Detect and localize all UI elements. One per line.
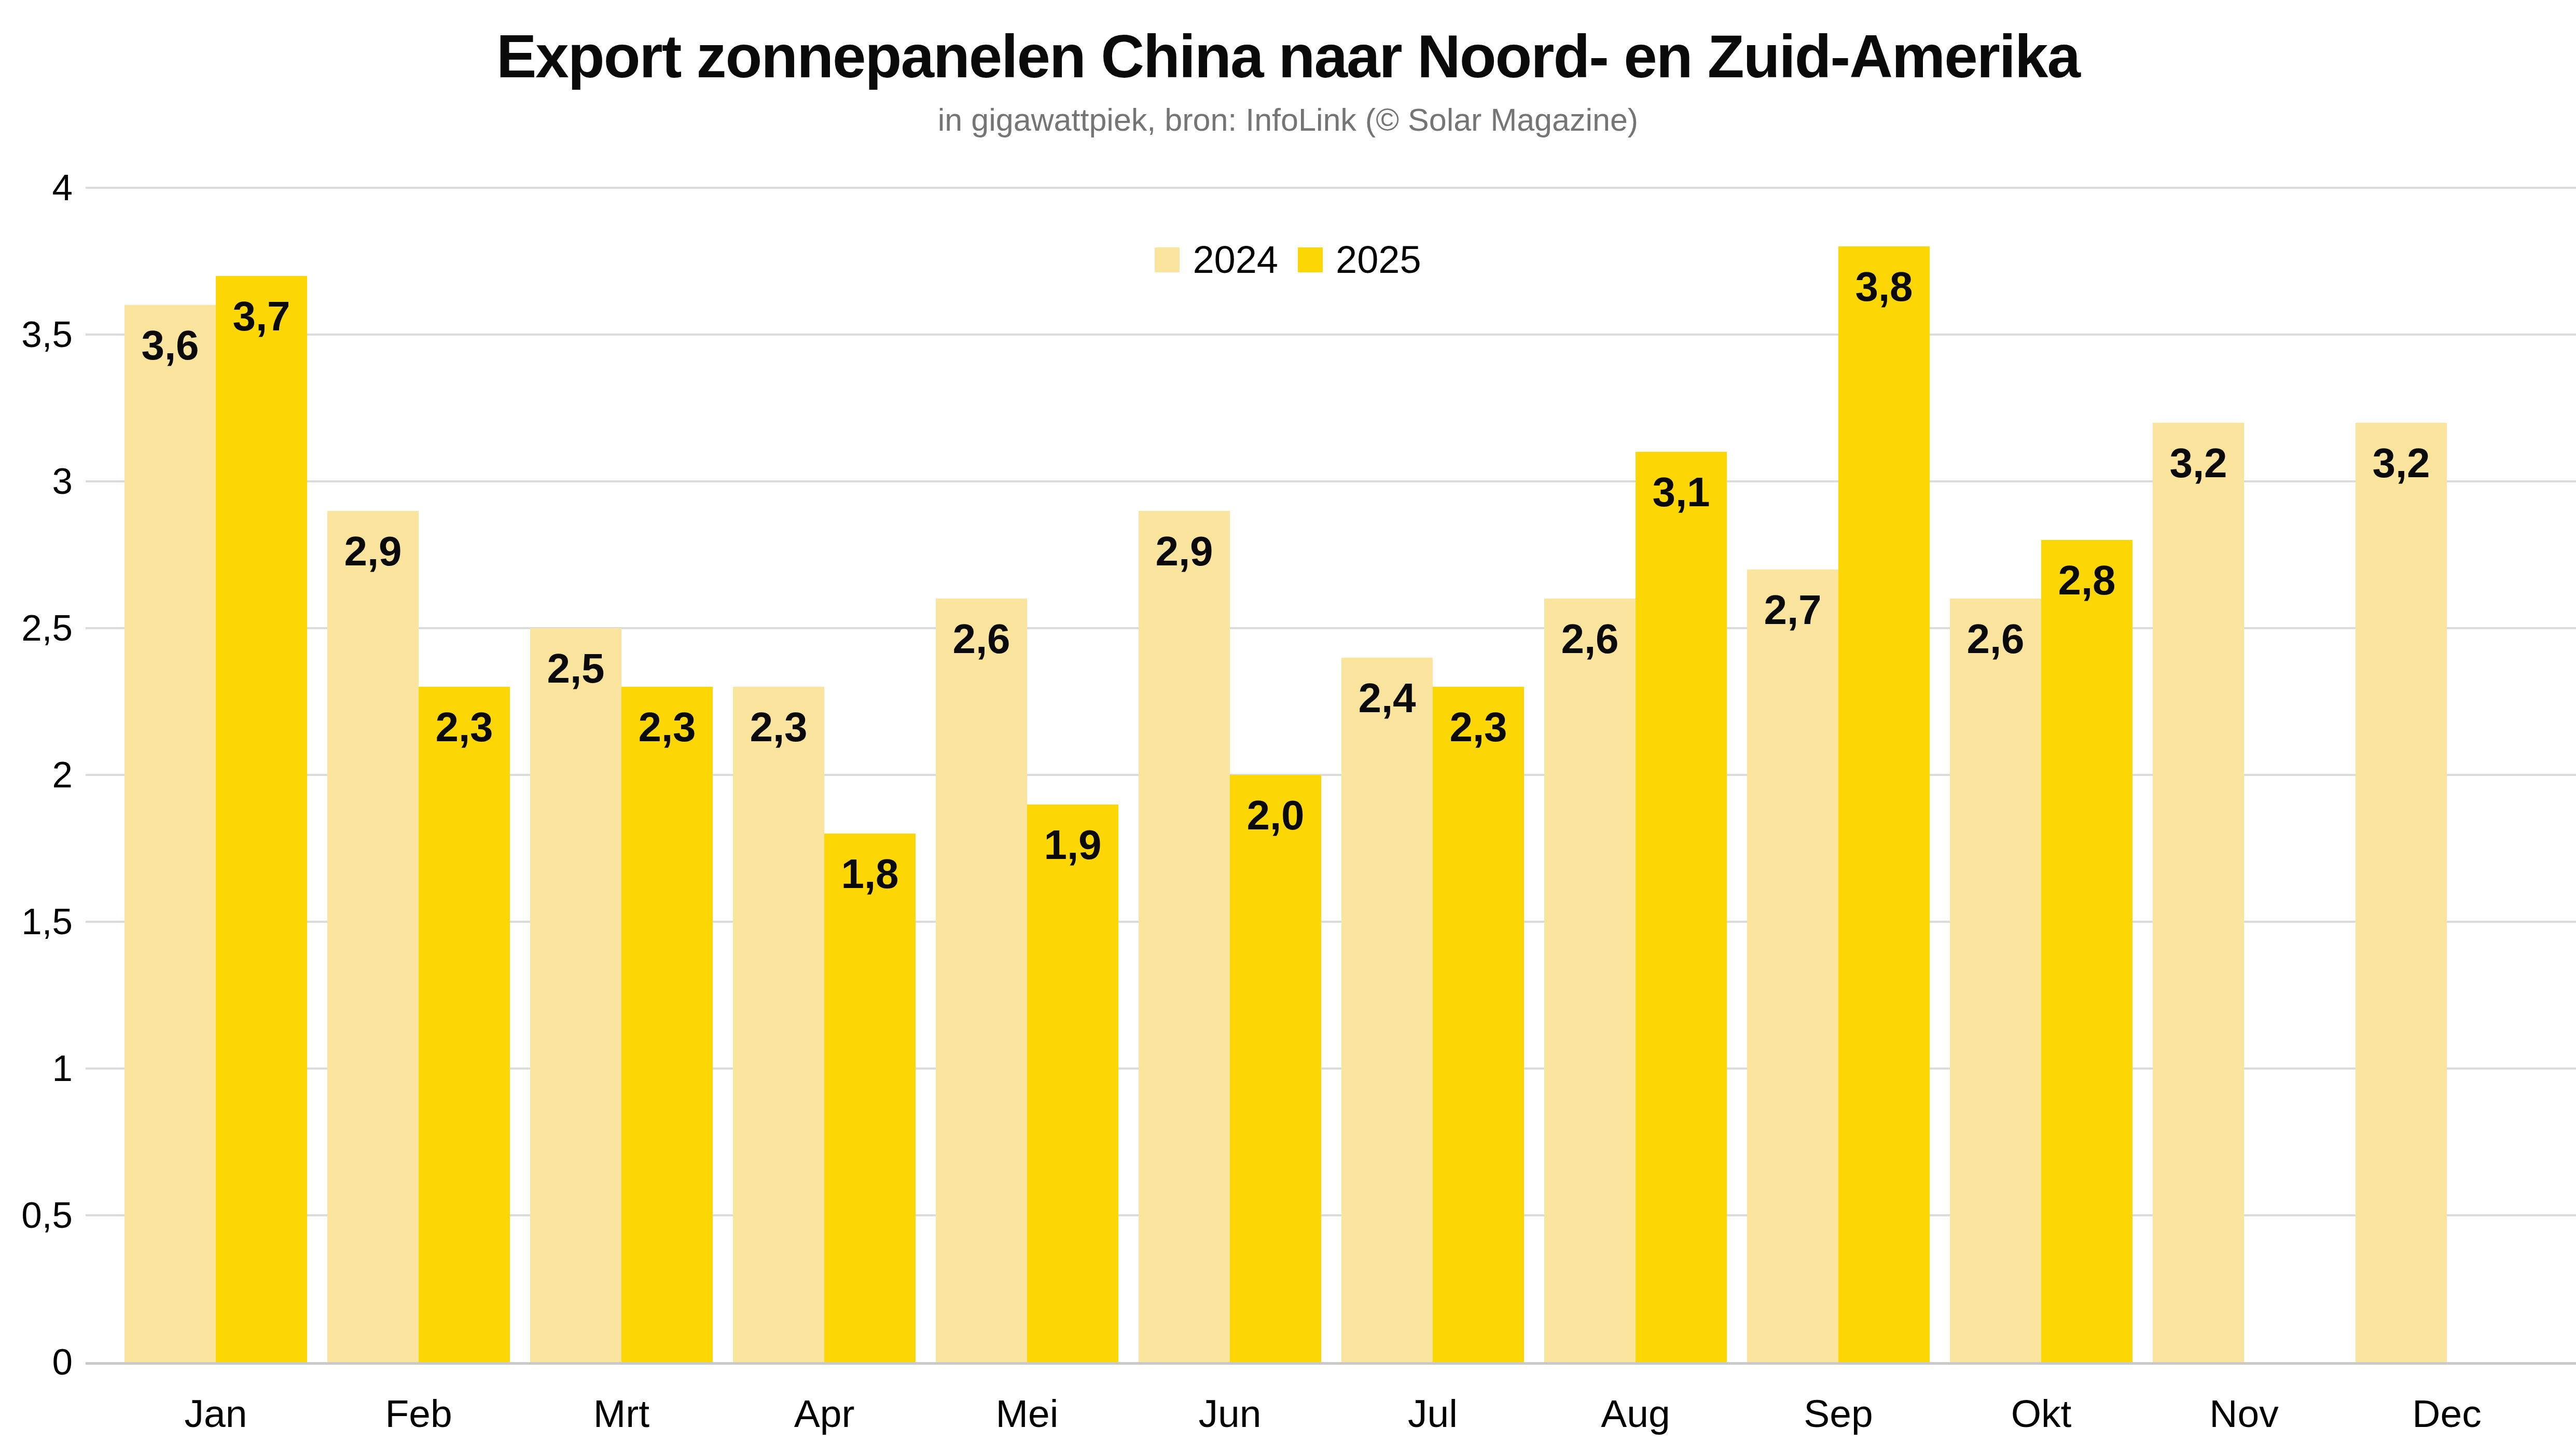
x-tick-label-mei: Mei xyxy=(936,1391,1118,1436)
bar-2025-jul: 2,3 xyxy=(1433,687,1524,1362)
bar-2025-feb: 2,3 xyxy=(419,687,510,1362)
x-tick-label-okt: Okt xyxy=(1950,1391,2132,1436)
y-tick-label: 2,5 xyxy=(0,609,73,647)
legend-swatch-2025-icon xyxy=(1298,247,1323,272)
bar-value-label: 3,8 xyxy=(1838,263,1930,311)
y-tick-label: 0 xyxy=(0,1343,73,1381)
bar-value-label: 2,3 xyxy=(1433,703,1524,751)
bar-2024-mrt: 2,5 xyxy=(530,628,621,1362)
chart-subtitle: in gigawattpiek, bron: InfoLink (© Solar… xyxy=(0,102,2576,138)
bar-2024-jan: 3,6 xyxy=(124,305,216,1362)
bar-value-label: 2,4 xyxy=(1341,674,1433,722)
y-tick-label: 3 xyxy=(0,463,73,500)
bar-2024-feb: 2,9 xyxy=(327,511,419,1362)
bar-value-label: 2,3 xyxy=(621,703,713,751)
x-axis-line xyxy=(86,1362,2576,1365)
x-tick-label-apr: Apr xyxy=(733,1391,916,1436)
bar-value-label: 2,3 xyxy=(733,703,824,751)
bar-value-label: 2,0 xyxy=(1230,792,1321,839)
legend-item-2025: 2025 xyxy=(1298,238,1421,282)
bar-value-label: 1,9 xyxy=(1027,821,1118,869)
bar-value-label: 1,8 xyxy=(824,850,916,898)
bar-2024-sep: 2,7 xyxy=(1747,570,1838,1362)
bar-2025-jan: 3,7 xyxy=(216,276,307,1362)
y-tick-label: 4 xyxy=(0,169,73,206)
bar-2024-jul: 2,4 xyxy=(1341,658,1433,1362)
y-tick-label: 2 xyxy=(0,756,73,794)
x-tick-label-feb: Feb xyxy=(327,1391,510,1436)
bar-2025-mrt: 2,3 xyxy=(621,687,713,1362)
legend-item-2024: 2024 xyxy=(1155,238,1278,282)
x-tick-label-nov: Nov xyxy=(2153,1391,2335,1436)
y-tick-label: 1 xyxy=(0,1050,73,1087)
y-tick-label: 0,5 xyxy=(0,1197,73,1234)
bar-2025-apr: 1,8 xyxy=(824,834,916,1362)
bar-value-label: 3,2 xyxy=(2356,439,2447,487)
bar-2024-aug: 2,6 xyxy=(1544,599,1636,1362)
bar-value-label: 2,8 xyxy=(2041,557,2132,604)
y-tick-label: 3,5 xyxy=(0,316,73,353)
bar-2025-sep: 3,8 xyxy=(1838,246,1930,1362)
bar-2025-okt: 2,8 xyxy=(2041,540,2132,1362)
chart-title: Export zonnepanelen China naar Noord- en… xyxy=(0,22,2576,91)
bar-2024-nov: 3,2 xyxy=(2153,423,2244,1362)
bar-value-label: 2,3 xyxy=(419,703,510,751)
x-tick-label-aug: Aug xyxy=(1544,1391,1727,1436)
x-tick-label-mrt: Mrt xyxy=(530,1391,713,1436)
bar-2025-aug: 3,1 xyxy=(1636,452,1727,1362)
legend-label-2024: 2024 xyxy=(1193,238,1278,282)
bar-value-label: 2,6 xyxy=(1544,615,1636,663)
bar-value-label: 2,7 xyxy=(1747,586,1838,634)
bar-value-label: 2,6 xyxy=(936,615,1027,663)
bar-value-label: 3,2 xyxy=(2153,439,2244,487)
bar-value-label: 2,9 xyxy=(327,528,419,575)
x-tick-label-jul: Jul xyxy=(1341,1391,1524,1436)
bar-2025-jun: 2,0 xyxy=(1230,775,1321,1362)
legend-swatch-2024-icon xyxy=(1155,247,1180,272)
chart-legend: 2024 2025 xyxy=(0,238,2576,282)
x-tick-label-dec: Dec xyxy=(2356,1391,2538,1436)
bar-value-label: 2,5 xyxy=(530,645,621,692)
chart-canvas: Export zonnepanelen China naar Noord- en… xyxy=(0,0,2576,1456)
bar-2025-mei: 1,9 xyxy=(1027,805,1118,1362)
bar-value-label: 2,9 xyxy=(1139,528,1230,575)
bar-value-label: 3,1 xyxy=(1636,468,1727,516)
bar-2024-apr: 2,3 xyxy=(733,687,824,1362)
gridline xyxy=(86,334,2576,336)
x-tick-label-jun: Jun xyxy=(1139,1391,1321,1436)
x-tick-label-jan: Jan xyxy=(124,1391,307,1436)
bar-2024-jun: 2,9 xyxy=(1139,511,1230,1362)
x-tick-label-sep: Sep xyxy=(1747,1391,1930,1436)
legend-label-2025: 2025 xyxy=(1336,238,1421,282)
bar-2024-okt: 2,6 xyxy=(1950,599,2041,1362)
gridline xyxy=(86,187,2576,189)
bar-value-label: 2,6 xyxy=(1950,615,2041,663)
bar-value-label: 3,6 xyxy=(124,322,216,369)
bar-value-label: 3,7 xyxy=(216,293,307,340)
bar-2024-dec: 3,2 xyxy=(2356,423,2447,1362)
y-tick-label: 1,5 xyxy=(0,903,73,940)
bar-2024-mei: 2,6 xyxy=(936,599,1027,1362)
